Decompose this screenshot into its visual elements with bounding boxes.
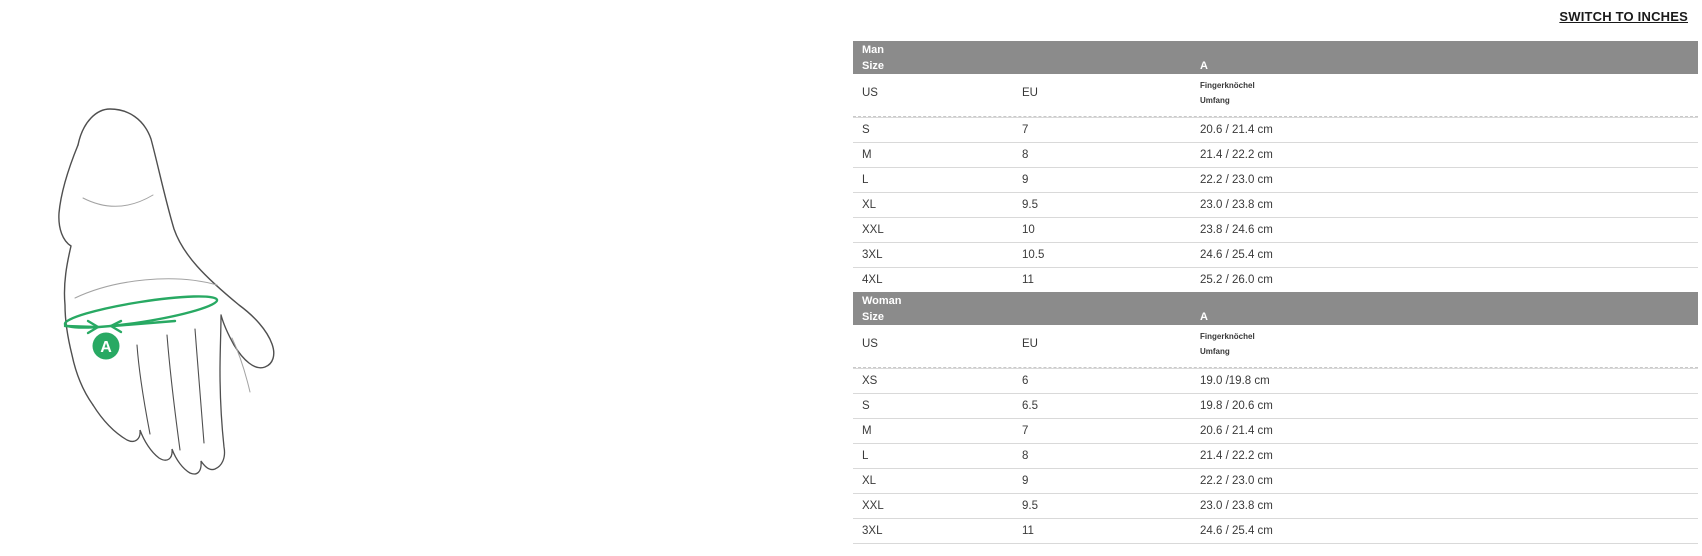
table-row: L 9 22.2 / 23.0 cm [853,167,1698,192]
hand-measurement-figure: A [58,108,275,475]
man-measure-header: Fingerknöchel Umfang [1200,81,1255,105]
woman-group-header: Woman Size A [853,292,1698,325]
man-eu-header: EU [1022,87,1038,99]
woman-subheader-row: US EU Fingerknöchel Umfang [853,325,1698,368]
table-row: 4XL 11 25.2 / 26.0 cm [853,267,1698,292]
woman-size-label: Size [862,311,885,323]
man-group-label: Man [862,44,884,56]
table-row: S 7 20.6 / 21.4 cm [853,117,1698,142]
man-size-label: Size [862,60,885,72]
woman-col-a-label: A [1200,311,1208,323]
man-size-section: Man Size A US EU Fingerknöchel Umfang S … [853,41,1698,292]
woman-measure-header: Fingerknöchel Umfang [1200,332,1255,356]
man-subheader-row: US EU Fingerknöchel Umfang [853,74,1698,117]
size-chart-table: Man Size A US EU Fingerknöchel Umfang S … [853,41,1698,544]
measure-a-badge: A [92,332,120,360]
woman-size-section: Woman Size A US EU Fingerknöchel Umfang … [853,292,1698,544]
man-group-header: Man Size A [853,41,1698,74]
woman-eu-header: EU [1022,338,1038,350]
woman-us-header: US [862,338,878,350]
hand-crease-lines [74,194,251,393]
hand-outline [58,108,275,475]
man-col-a-label: A [1200,60,1208,72]
table-row: XL 9.5 23.0 / 23.8 cm [853,192,1698,217]
table-row: M 8 21.4 / 22.2 cm [853,142,1698,167]
measure-a-badge-label: A [100,339,112,356]
table-row: XS 6 19.0 /19.8 cm [853,368,1698,393]
switch-to-inches-link[interactable]: SWITCH TO INCHES [1559,9,1688,24]
table-row: M 7 20.6 / 21.4 cm [853,418,1698,443]
table-row: 3XL 11 24.6 / 25.4 cm [853,518,1698,544]
woman-group-label: Woman [862,295,902,307]
man-us-header: US [862,87,878,99]
table-row: S 6.5 19.8 / 20.6 cm [853,393,1698,418]
table-row: 3XL 10.5 24.6 / 25.4 cm [853,242,1698,267]
knuckle-measure-ellipse [63,295,219,335]
table-row: XXL 10 23.8 / 24.6 cm [853,217,1698,242]
table-row: XXL 9.5 23.0 / 23.8 cm [853,493,1698,518]
arrowhead-right-icon [86,319,101,335]
table-row: L 8 21.4 / 22.2 cm [853,443,1698,468]
table-row: XL 9 22.2 / 23.0 cm [853,468,1698,493]
arrowhead-left-icon [108,319,123,334]
